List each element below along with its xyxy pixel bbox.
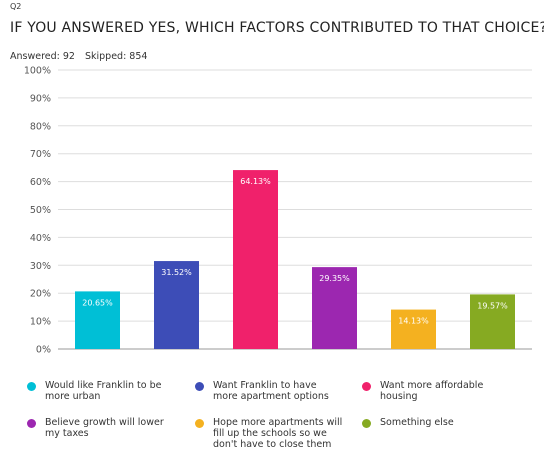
legend-item: Want Franklin to have more apartment opt… (195, 380, 343, 402)
legend-item: Something else (362, 417, 510, 428)
question-title: IF YOU ANSWERED YES, WHICH FACTORS CONTR… (10, 20, 544, 36)
bar-data-label: 64.13% (240, 177, 271, 186)
bar (312, 267, 357, 349)
y-tick-label: 100% (24, 66, 51, 77)
legend-item: Want more affordable housing (362, 380, 510, 402)
bar-chart: 0% 10% 20% 30% 40% 50% 60% 70% 80% 90% 100% 20.65% 3… (24, 66, 532, 356)
legend-swatch (27, 382, 36, 391)
legend-label: Something else (380, 417, 454, 428)
y-tick-label: 10% (30, 317, 51, 328)
y-tick-label: 20% (30, 289, 51, 300)
bar-data-label: 31.52% (161, 268, 192, 277)
legend-label: Want more affordable housing (380, 380, 484, 402)
bar-data-label: 19.57% (477, 301, 508, 310)
legend-swatch (195, 419, 204, 428)
bar (391, 309, 436, 349)
y-tick-label: 30% (30, 261, 51, 272)
y-tick-label: 90% (30, 93, 51, 104)
bar (233, 170, 278, 349)
bar-data-label: 14.13% (398, 317, 429, 326)
response-stats: Answered: 92 Skipped: 854 (10, 51, 147, 62)
skipped-count: Skipped: 854 (84, 51, 148, 62)
y-tick-label: 40% (30, 233, 51, 244)
legend-swatch (362, 419, 371, 428)
bar (470, 294, 515, 349)
legend-label: Hope more apartments will fill up the sc… (213, 417, 343, 450)
bar (154, 261, 199, 349)
legend-label: Want Franklin to have more apartment opt… (213, 380, 329, 402)
legend-swatch (195, 382, 204, 391)
legend-item: Would like Franklin to be more urban (27, 380, 175, 402)
legend-label: Believe growth will lower my taxes (45, 417, 164, 439)
y-tick-label: 0% (36, 345, 51, 356)
bar-data-label: 29.35% (319, 274, 350, 283)
bar (75, 291, 120, 349)
y-tick-label: 60% (30, 177, 51, 188)
legend-item: Believe growth will lower my taxes (27, 417, 175, 439)
bar-data-label: 20.65% (82, 298, 113, 307)
question-number: Q2 (10, 2, 22, 11)
answered-count: Answered: 92 (10, 51, 75, 62)
y-tick-label: 50% (30, 205, 51, 216)
legend-swatch (362, 382, 371, 391)
y-tick-label: 70% (30, 149, 51, 160)
legend-swatch (27, 419, 36, 428)
legend-item: Hope more apartments will fill up the sc… (195, 417, 343, 450)
legend-label: Would like Franklin to be more urban (45, 380, 162, 402)
y-tick-label: 80% (30, 121, 51, 132)
